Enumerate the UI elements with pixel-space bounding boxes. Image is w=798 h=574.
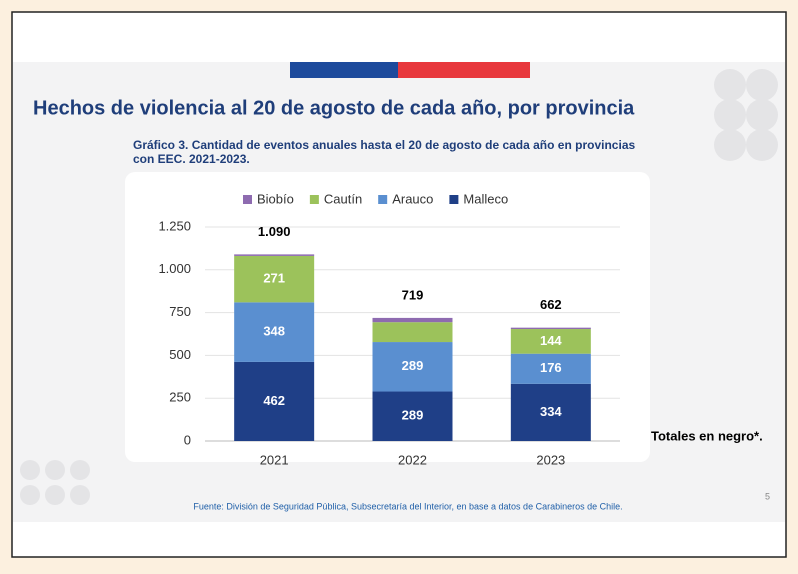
- legend-swatch: [378, 195, 387, 204]
- segment-label: 348: [263, 324, 285, 339]
- slide: Hechos de violencia al 20 de agosto de c…: [0, 0, 798, 569]
- y-tick-label: 750: [169, 304, 191, 319]
- y-tick-label: 250: [169, 390, 191, 405]
- stripe-red: [398, 62, 530, 78]
- legend-swatch: [449, 195, 458, 204]
- total-label: 662: [540, 297, 562, 312]
- chart-title: Gráfico 3. Cantidad de eventos anuales h…: [133, 138, 653, 166]
- legend-label: Arauco: [392, 191, 433, 206]
- x-tick-label: 2021: [260, 452, 289, 467]
- note: Totales en negro*.: [651, 428, 763, 443]
- page-number: 5: [765, 491, 770, 501]
- legend-label: Biobío: [257, 191, 294, 206]
- segment-label: 271: [263, 271, 285, 286]
- y-tick-label: 1.250: [158, 218, 191, 233]
- bar-segment: [373, 318, 453, 322]
- legend-label: Malleco: [463, 191, 508, 206]
- bar-segment: [373, 322, 453, 342]
- legend-swatch: [310, 195, 319, 204]
- total-label: 719: [402, 287, 424, 302]
- y-tick-label: 0: [184, 432, 191, 447]
- segment-label: 144: [540, 333, 562, 348]
- bar-segment: [511, 328, 591, 329]
- segment-label: 289: [402, 358, 424, 373]
- page-title: Hechos de violencia al 20 de agosto de c…: [33, 97, 635, 119]
- segment-label: 334: [540, 404, 562, 419]
- stripe-blue: [290, 62, 398, 78]
- x-tick-label: 2023: [536, 452, 565, 467]
- segment-label: 289: [402, 408, 424, 423]
- bar-segment: [234, 254, 314, 256]
- y-tick-label: 1.000: [158, 261, 191, 276]
- page: Hechos de violencia al 20 de agosto de c…: [0, 0, 798, 574]
- segment-label: 176: [540, 360, 562, 375]
- legend-label: Cautín: [324, 191, 362, 206]
- source: Fuente: División de Seguridad Pública, S…: [193, 501, 622, 511]
- segment-label: 462: [263, 393, 285, 408]
- chart-title-box: Gráfico 3. Cantidad de eventos anuales h…: [133, 138, 653, 172]
- x-tick-label: 2022: [398, 452, 427, 467]
- legend-swatch: [243, 195, 252, 204]
- total-label: 1.090: [258, 224, 291, 239]
- y-tick-label: 500: [169, 347, 191, 362]
